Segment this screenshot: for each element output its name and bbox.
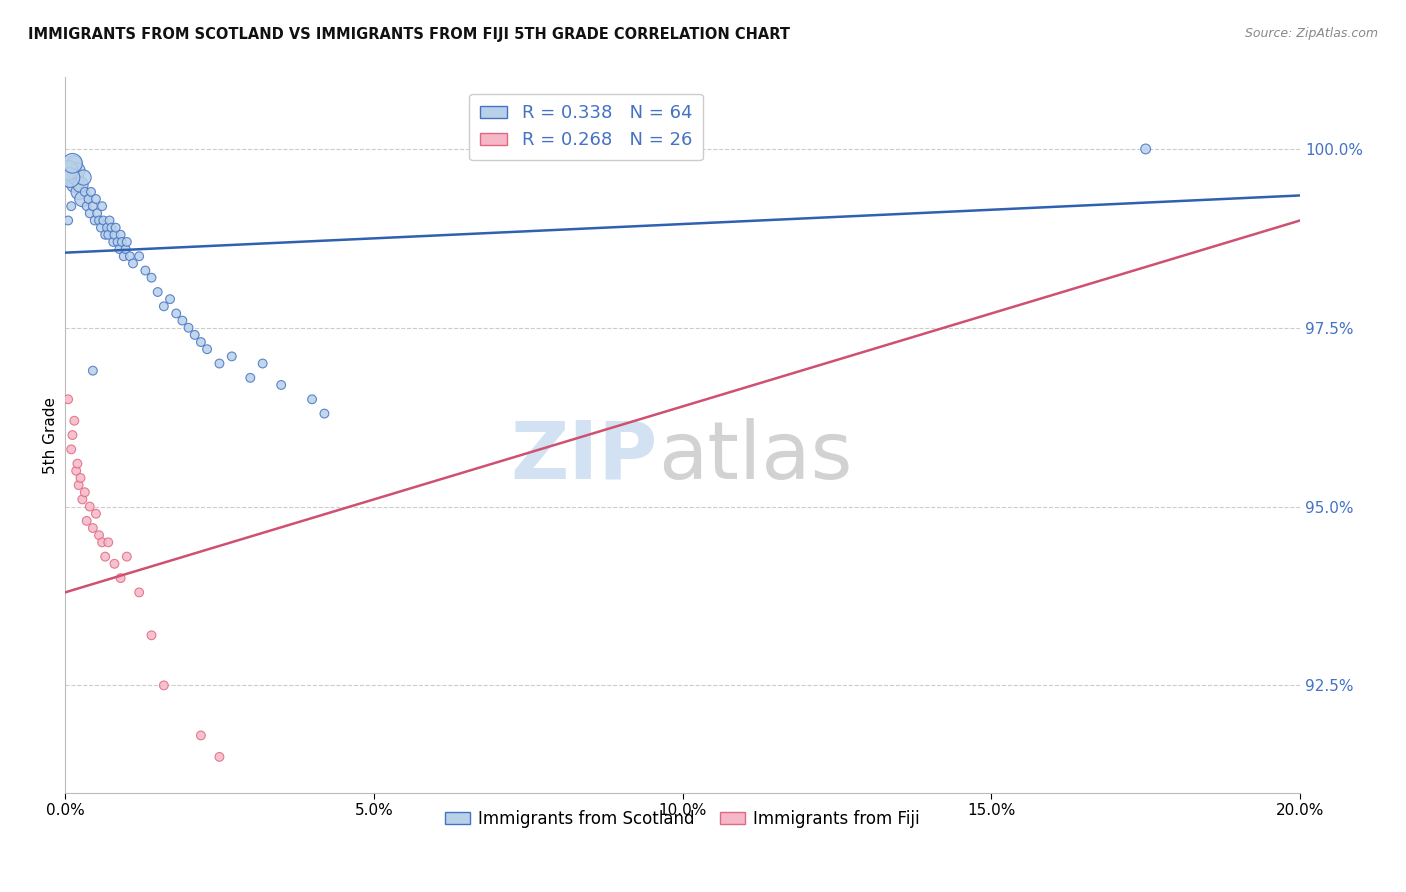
Point: [73, 485, 96, 500]
Point: [177, 320, 200, 334]
Point: [76, 514, 98, 528]
Point: [134, 263, 156, 277]
Point: [208, 357, 231, 371]
Text: IMMIGRANTS FROM SCOTLAND VS IMMIGRANTS FROM FIJI 5TH GRADE CORRELATION CHART: IMMIGRANTS FROM SCOTLAND VS IMMIGRANTS F…: [28, 27, 790, 42]
Point: [63, 178, 86, 192]
Point: [86, 206, 108, 220]
Point: [93, 213, 115, 227]
Point: [82, 199, 104, 213]
Point: [110, 227, 132, 242]
Text: atlas: atlas: [658, 417, 852, 495]
Point: [128, 249, 150, 263]
Point: [76, 199, 98, 213]
Point: [108, 242, 131, 256]
Point: [83, 213, 105, 227]
Point: [190, 728, 212, 742]
Point: [91, 535, 114, 549]
Point: [82, 364, 104, 378]
Point: [65, 464, 87, 478]
Point: [221, 350, 243, 364]
Point: [56, 392, 79, 407]
Point: [111, 235, 134, 249]
Point: [67, 185, 90, 199]
Point: [153, 299, 176, 313]
Point: [87, 213, 110, 227]
Point: [103, 557, 125, 571]
Point: [107, 235, 129, 249]
Point: [172, 313, 194, 327]
Text: ZIP: ZIP: [510, 417, 658, 495]
Point: [80, 185, 103, 199]
Point: [314, 407, 336, 421]
Point: [122, 256, 145, 270]
Point: [96, 220, 118, 235]
Point: [114, 242, 136, 256]
Point: [159, 292, 181, 306]
Point: [190, 334, 212, 349]
Point: [153, 678, 176, 692]
Point: [69, 471, 91, 485]
Point: [72, 192, 94, 206]
Point: [91, 199, 114, 213]
Point: [115, 235, 138, 249]
Point: [77, 192, 100, 206]
Point: [100, 220, 122, 235]
Point: [62, 428, 84, 442]
Legend: Immigrants from Scotland, Immigrants from Fiji: Immigrants from Scotland, Immigrants fro…: [439, 803, 927, 834]
Point: [56, 163, 79, 178]
Point: [59, 170, 82, 185]
Point: [94, 549, 117, 564]
Point: [82, 521, 104, 535]
Point: [141, 628, 163, 642]
Point: [56, 213, 79, 227]
Point: [270, 378, 292, 392]
Point: [66, 457, 89, 471]
Point: [103, 235, 125, 249]
Point: [69, 178, 91, 192]
Point: [1135, 142, 1157, 156]
Point: [65, 170, 87, 185]
Point: [146, 285, 169, 299]
Point: [195, 343, 218, 357]
Point: [79, 206, 101, 220]
Point: [252, 357, 274, 371]
Point: [104, 220, 127, 235]
Point: [97, 227, 120, 242]
Point: [66, 163, 89, 178]
Point: [79, 500, 101, 514]
Point: [62, 156, 84, 170]
Y-axis label: 5th Grade: 5th Grade: [44, 397, 58, 474]
Point: [165, 306, 187, 320]
Point: [98, 213, 121, 227]
Point: [73, 185, 96, 199]
Point: [118, 249, 141, 263]
Point: [63, 414, 86, 428]
Point: [184, 327, 207, 342]
Point: [128, 585, 150, 599]
Point: [208, 750, 231, 764]
Point: [60, 442, 83, 457]
Point: [67, 478, 90, 492]
Point: [239, 371, 262, 385]
Point: [301, 392, 323, 407]
Point: [84, 507, 107, 521]
Point: [84, 192, 107, 206]
Point: [94, 227, 117, 242]
Point: [141, 270, 163, 285]
Point: [115, 549, 138, 564]
Point: [112, 249, 135, 263]
Point: [87, 528, 110, 542]
Point: [72, 170, 94, 185]
Point: [72, 492, 94, 507]
Point: [103, 227, 125, 242]
Point: [110, 571, 132, 585]
Point: [60, 199, 83, 213]
Text: Source: ZipAtlas.com: Source: ZipAtlas.com: [1244, 27, 1378, 40]
Point: [90, 220, 112, 235]
Point: [63, 156, 86, 170]
Point: [97, 535, 120, 549]
